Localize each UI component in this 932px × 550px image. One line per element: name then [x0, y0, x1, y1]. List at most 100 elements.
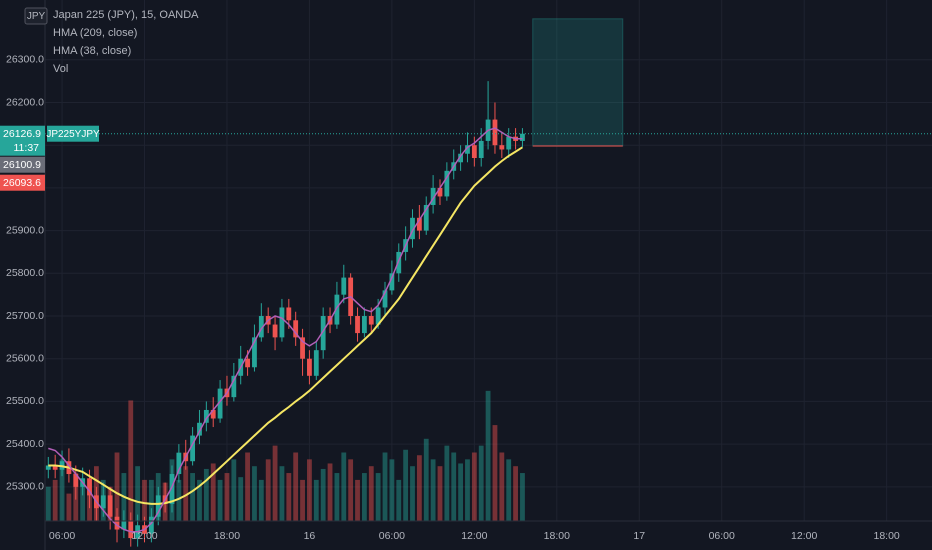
price-badge [0, 125, 45, 156]
candle-body [320, 316, 326, 351]
volume-bar [183, 466, 189, 521]
volume-bar [114, 452, 120, 521]
candle-body [87, 478, 92, 496]
candle-body [210, 409, 216, 419]
volume-bar [451, 452, 457, 521]
currency-label: JPY [27, 11, 46, 22]
candle-body [492, 119, 498, 146]
candle-body [52, 465, 58, 470]
volume-bar [307, 459, 312, 521]
volume-bar [293, 452, 299, 521]
volume-bar [410, 466, 415, 521]
candle-body [155, 495, 161, 517]
candle-body [286, 307, 292, 321]
volume-bar [320, 468, 326, 521]
y-tick-label: 25600.0 [6, 353, 44, 365]
x-tick-label: 12:00 [461, 530, 487, 542]
candle-body [334, 294, 340, 325]
candle-body [307, 358, 312, 376]
candle-body [361, 316, 367, 334]
volume-bar [458, 463, 464, 521]
volume-bar [238, 477, 244, 521]
candle-body [499, 145, 505, 150]
y-tick-label: 26300.0 [6, 54, 44, 66]
x-tick-label: 18:00 [544, 530, 570, 542]
symbol-label: JP225YJPY [46, 129, 100, 140]
countdown-label: 11:37 [14, 142, 40, 154]
volume-bar [416, 455, 422, 521]
volume-bar [128, 400, 134, 521]
volume-bar [348, 459, 354, 521]
axes: 25300.0 25400.0 25500.0 25600.0 25700.0 25800… [0, 54, 900, 542]
volume-bar [265, 459, 271, 521]
volume-bar [197, 479, 202, 521]
candle-body [252, 337, 257, 368]
candle-body [300, 337, 305, 359]
volume-bar [437, 466, 443, 521]
candle-body [313, 350, 319, 376]
candle-body [465, 145, 470, 154]
candle-body [45, 465, 51, 470]
volume-bar [135, 466, 141, 521]
volume-bar [148, 479, 154, 521]
candle-body [410, 217, 415, 240]
candle-body [520, 133, 525, 141]
candle-body [430, 187, 436, 205]
currency-badge[interactable] [24, 7, 48, 25]
indicator-line [48, 127, 523, 533]
volume-bar [190, 473, 196, 521]
volume-bar [430, 459, 436, 521]
volume-bar [513, 466, 518, 521]
candle-body [293, 320, 299, 338]
candle-body [396, 251, 402, 274]
price-badge [0, 174, 45, 191]
volume-bar [389, 459, 395, 521]
candle-body [231, 375, 237, 398]
volume-bar [45, 486, 51, 521]
candle-body [169, 474, 175, 504]
y-tick-label: 25700.0 [6, 310, 44, 322]
symbol-badge [47, 125, 99, 142]
x-tick-label: 18:00 [874, 530, 900, 542]
x-tick-label: 18:00 [214, 530, 240, 542]
y-tick-label: 25300.0 [6, 481, 44, 493]
candle-body [197, 422, 202, 436]
volume-bar [245, 452, 250, 521]
price-badge-label: 26093.6 [3, 177, 41, 189]
price-badge-label: 26126.9 [3, 128, 41, 140]
volume-bar [485, 390, 491, 521]
volume-bar [210, 463, 216, 521]
volume-bar [423, 438, 429, 521]
volume-bar [471, 452, 477, 521]
y-tick-label: 25400.0 [6, 438, 44, 450]
volume-bar [478, 445, 484, 521]
volume-bar [231, 459, 237, 521]
volume-bar [403, 449, 409, 521]
candle-body [107, 495, 113, 517]
price-badge-label: 26100.9 [3, 159, 41, 171]
volume-bar [203, 468, 209, 521]
candle-body [272, 324, 278, 338]
candle-body [375, 307, 381, 325]
volume-bar [279, 466, 285, 521]
volume-bar [66, 493, 72, 521]
candle-body [258, 316, 264, 338]
candle-body [423, 204, 429, 231]
price-badge [0, 156, 45, 173]
candle-body [73, 474, 79, 487]
volume-bar [506, 459, 512, 521]
volume-bar [327, 463, 333, 521]
volume-bar [355, 479, 360, 521]
volume-bar [52, 479, 58, 521]
candle-body [148, 516, 154, 534]
y-tick-label: 25800.0 [6, 267, 44, 279]
volume-bar [396, 479, 402, 521]
y-tick-label: 26200.0 [6, 96, 44, 108]
candle-body [382, 290, 388, 308]
legend-entry: Vol [53, 63, 68, 75]
candle-body [100, 495, 106, 509]
candle-body [245, 358, 250, 368]
candle-body [279, 307, 285, 338]
